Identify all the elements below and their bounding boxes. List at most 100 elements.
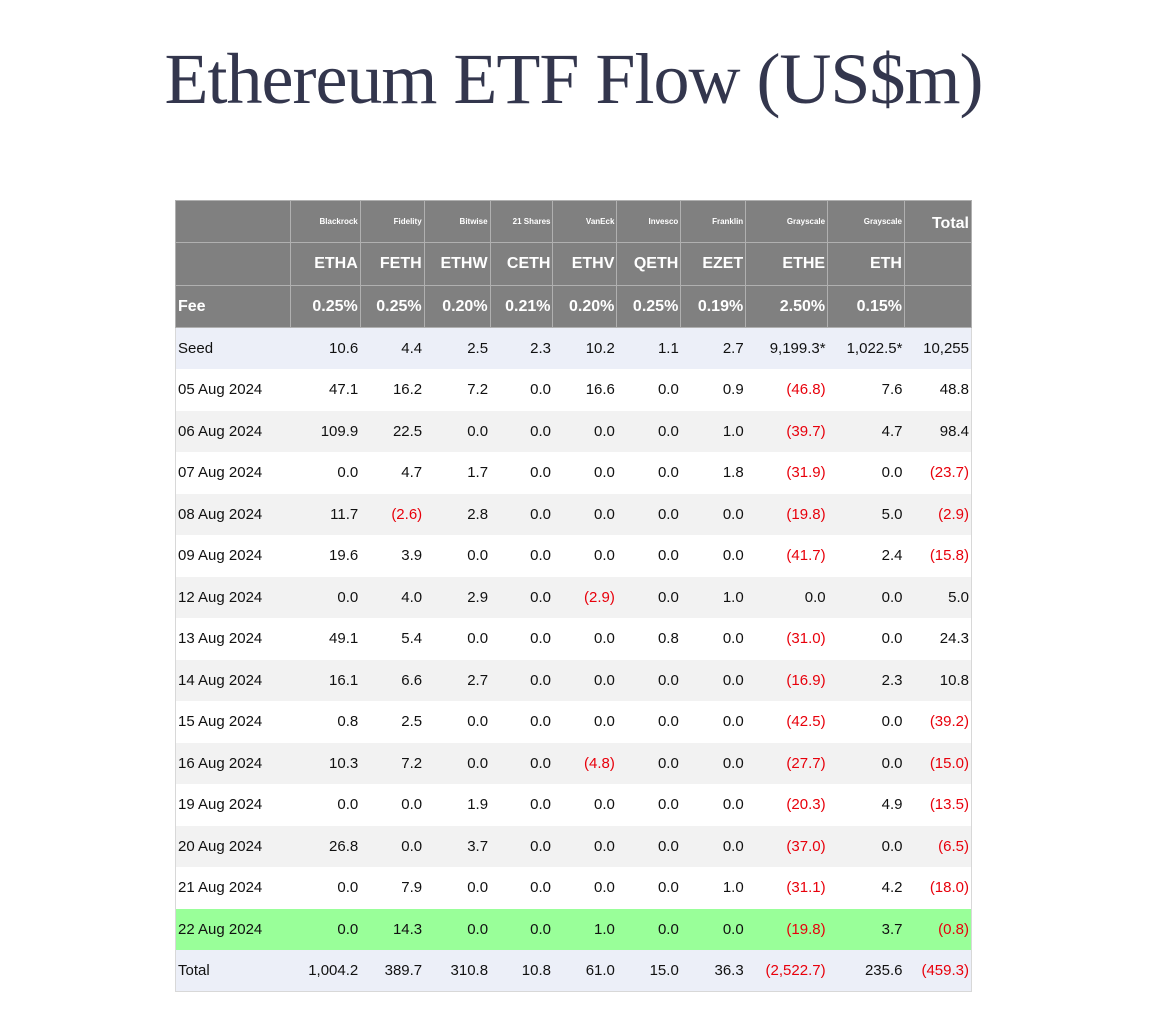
row-label: 15 Aug 2024 (175, 701, 291, 743)
row-label: 09 Aug 2024 (175, 535, 291, 577)
flow-cell: 389.7 (360, 950, 425, 992)
table-row: 14 Aug 2024 16.1 6.6 2.7 0.0 0.0 0.0 0.0 (16.9) 2… (175, 659, 973, 701)
flow-cell: 0.0 (290, 452, 361, 494)
flow-cell: 0.0 (680, 742, 746, 784)
seed-row: Seed 10.6 4.4 2.5 2.3 10.2 1.1 2.7 9,199.3* 1,022… (175, 327, 973, 369)
flow-cell: 1.9 (424, 784, 491, 826)
flow-cell: 47.1 (290, 369, 361, 411)
flow-cell: 0.0 (680, 618, 746, 660)
fee-cell: 0.25% (359, 285, 425, 328)
flow-cell: 0.0 (616, 452, 681, 494)
flow-cell: 2.3 (490, 327, 553, 369)
flow-cell: 0.0 (827, 576, 905, 618)
flow-cell: 11.7 (290, 493, 361, 535)
ticker-header: QETH (616, 242, 682, 286)
flow-cell: 310.8 (424, 950, 491, 992)
flow-cell: 0.0 (680, 701, 746, 743)
flow-cell: 0.0 (490, 659, 553, 701)
provider-row: Blackrock Fidelity Bitwise 21 Shares VanEck I… (175, 200, 973, 243)
flow-cell: 4.7 (360, 452, 425, 494)
flow-cell: 0.0 (827, 452, 905, 494)
flow-cell: 10,255 (904, 327, 973, 369)
flow-cell: 0.0 (490, 535, 553, 577)
flow-cell: 0.0 (616, 535, 681, 577)
flow-cell: 1.0 (680, 867, 746, 909)
table-body: Seed 10.6 4.4 2.5 2.3 10.2 1.1 2.7 9,199.3* 1,022… (175, 327, 973, 992)
flow-cell: (19.8) (745, 493, 828, 535)
table-row: 13 Aug 2024 49.1 5.4 0.0 0.0 0.0 0.8 0.0 (31.0) 0… (175, 618, 973, 660)
provider-header: Franklin (680, 200, 747, 243)
flow-cell: (39.7) (745, 410, 828, 452)
flow-cell: (39.2) (904, 701, 973, 743)
flow-cell: (0.8) (904, 908, 973, 950)
row-label: 05 Aug 2024 (175, 369, 291, 411)
flow-cell: 22.5 (360, 410, 425, 452)
flow-cell: 15.0 (616, 950, 681, 992)
flow-cell: 36.3 (680, 950, 746, 992)
flow-cell: 0.0 (616, 576, 681, 618)
table-row: 08 Aug 2024 11.7 (2.6) 2.8 0.0 0.0 0.0 0.0 (19.8… (175, 493, 973, 535)
flow-cell: 0.0 (827, 742, 905, 784)
provider-header: Bitwise (423, 200, 491, 243)
flow-cell: (6.5) (904, 825, 973, 867)
flow-cell: 0.0 (290, 867, 361, 909)
flow-cell: 2.8 (424, 493, 491, 535)
flow-cell: 24.3 (904, 618, 973, 660)
flow-cell: 14.3 (360, 908, 425, 950)
flow-cell: 10.6 (290, 327, 361, 369)
ticker-row: ETHA FETH ETHW CETH ETHV QETH EZET ETHE ETH (175, 242, 973, 286)
flow-cell: 0.0 (616, 701, 681, 743)
flow-cell: 2.5 (424, 327, 491, 369)
flow-cell: 0.0 (616, 784, 681, 826)
flow-cell: 1.7 (424, 452, 491, 494)
flow-cell: (18.0) (904, 867, 973, 909)
flow-cell: 10.2 (552, 327, 617, 369)
flow-cell: (31.0) (745, 618, 828, 660)
flow-cell: 0.0 (552, 535, 617, 577)
ticker-header: ETHA (289, 242, 361, 286)
flow-cell: 0.0 (680, 908, 746, 950)
table-row: 05 Aug 2024 47.1 16.2 7.2 0.0 16.6 0.0 0.9 (46.8… (175, 369, 973, 411)
provider-header: Fidelity (359, 200, 425, 243)
table-row: 22 Aug 2024 0.0 14.3 0.0 0.0 1.0 0.0 0.0 (19.8) 3… (175, 908, 973, 950)
fee-cell: 0.25% (616, 285, 682, 328)
flow-cell: 7.9 (360, 867, 425, 909)
provider-header: Grayscale (827, 200, 905, 243)
flow-cell: 3.7 (424, 825, 491, 867)
flow-cell: 5.0 (904, 576, 973, 618)
fee-cell: 0.21% (489, 285, 554, 328)
flow-cell: 49.1 (290, 618, 361, 660)
flow-cell: 0.0 (290, 784, 361, 826)
row-label: 19 Aug 2024 (175, 784, 291, 826)
flow-cell: (2,522.7) (745, 950, 828, 992)
flow-cell: 0.0 (616, 493, 681, 535)
flow-cell: 5.4 (360, 618, 425, 660)
flow-cell: 0.0 (490, 742, 553, 784)
flow-cell: (46.8) (745, 369, 828, 411)
flow-cell: 1.8 (680, 452, 746, 494)
flow-cell: 16.6 (552, 369, 617, 411)
flow-cell: (2.6) (360, 493, 425, 535)
provider-header: Total (903, 200, 973, 243)
flow-cell: 7.6 (827, 369, 905, 411)
row-label: 16 Aug 2024 (175, 742, 291, 784)
flow-cell: 2.7 (424, 659, 491, 701)
row-label: 07 Aug 2024 (175, 452, 291, 494)
flow-cell: 0.0 (552, 618, 617, 660)
flow-cell: 2.5 (360, 701, 425, 743)
flow-cell: 235.6 (827, 950, 905, 992)
flow-cell: 4.2 (827, 867, 905, 909)
fee-cell: 0.15% (827, 285, 905, 328)
flow-cell: 3.9 (360, 535, 425, 577)
flow-cell: 2.7 (680, 327, 746, 369)
flow-cell: (41.7) (745, 535, 828, 577)
etf-flow-table: Blackrock Fidelity Bitwise 21 Shares VanEck I… (175, 200, 973, 992)
flow-cell: 0.0 (552, 659, 617, 701)
flow-cell: 7.2 (360, 742, 425, 784)
flow-cell: 0.0 (616, 825, 681, 867)
flow-cell: (4.8) (552, 742, 617, 784)
flow-cell: 0.0 (490, 701, 553, 743)
flow-cell: 0.0 (616, 908, 681, 950)
flow-cell: 0.0 (827, 618, 905, 660)
flow-cell: 0.0 (290, 576, 361, 618)
